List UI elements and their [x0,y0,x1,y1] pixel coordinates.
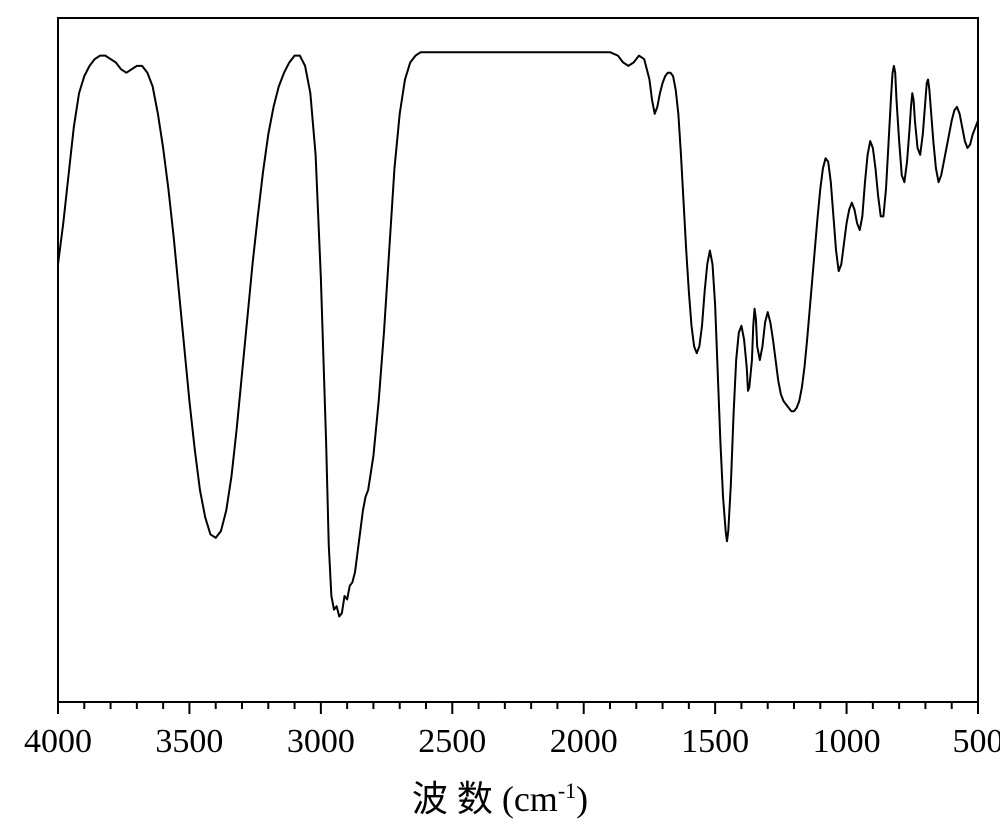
svg-text:500: 500 [953,723,1000,760]
svg-text:3500: 3500 [155,723,223,760]
svg-text:4000: 4000 [24,723,92,760]
svg-text:1500: 1500 [681,723,749,760]
x-axis-label: 波 数 (cm-1) [0,770,1000,822]
x-axis-label-close: ) [576,779,588,819]
svg-text:2500: 2500 [418,723,486,760]
svg-text:2000: 2000 [550,723,618,760]
x-axis-label-sup: -1 [558,778,576,803]
ir-spectrum-chart: 4000 3500 3000 2500 2000 1500 1000 500 [0,0,1000,826]
svg-text:3000: 3000 [287,723,355,760]
x-axis-label-text: 波 数 (cm [412,779,558,819]
svg-text:1000: 1000 [813,723,881,760]
